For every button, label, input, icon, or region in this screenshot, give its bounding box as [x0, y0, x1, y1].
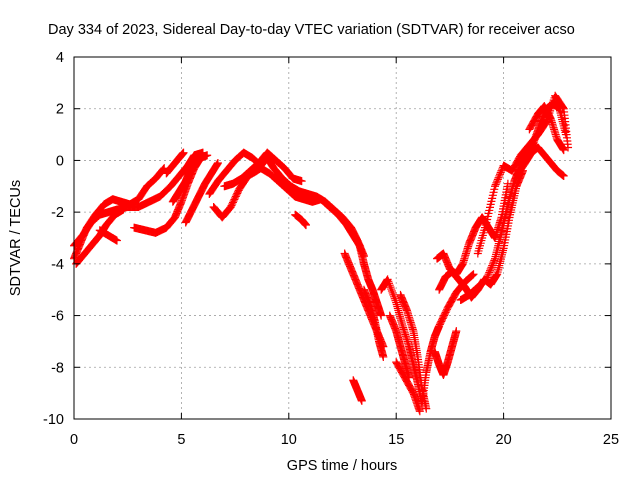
data-point-marker: [483, 273, 492, 282]
data-point-marker: [452, 327, 461, 336]
data-point-marker: [486, 265, 495, 274]
data-point-marker: [203, 151, 212, 160]
data-point-marker: [485, 268, 494, 277]
data-point-marker: [385, 279, 394, 288]
y-tick-label: 4: [56, 50, 64, 66]
x-tick-label: 0: [70, 432, 78, 448]
data-point-marker: [192, 156, 201, 165]
y-tick-labels: -10 -8 -6 -4 -2 0 2 4: [43, 50, 64, 428]
x-tick-label: 15: [388, 432, 404, 448]
y-tick-label: -4: [51, 257, 64, 273]
data-point-marker: [559, 146, 568, 155]
x-tick-label: 25: [603, 432, 619, 448]
plot-frame: [73, 56, 612, 420]
data-point-marker: [491, 180, 500, 189]
data-point-marker: [301, 221, 310, 230]
data-point-marker: [482, 275, 491, 284]
data-point-marker: [391, 296, 400, 305]
data-point-marker: [415, 407, 424, 416]
data-point-marker: [388, 288, 397, 297]
x-tick-labels: 0 5 10 15 20 25: [70, 432, 619, 448]
data-point-marker: [487, 263, 496, 272]
data-point-marker: [496, 170, 505, 179]
data-point-marker: [390, 294, 399, 303]
data-point-marker: [387, 285, 396, 294]
x-tick-label: 10: [281, 432, 297, 448]
data-point-marker: [379, 352, 388, 361]
data-point-marker: [485, 266, 494, 275]
data-point-marker: [385, 281, 394, 290]
data-point-marker: [387, 287, 396, 296]
data-point-marker: [488, 261, 497, 270]
data-point-marker: [484, 270, 493, 279]
data-point-marker: [493, 177, 502, 186]
data-point-marker: [495, 171, 504, 180]
data-point-marker: [469, 270, 478, 279]
data-point-marker: [386, 283, 395, 292]
data-point-marker: [497, 166, 506, 175]
data-point-marker: [389, 290, 398, 299]
data-point-marker: [383, 275, 392, 284]
data-point-marker: [494, 173, 503, 182]
data-point-marker: [559, 171, 568, 180]
data-point-marker: [559, 103, 568, 112]
data-point-marker: [297, 177, 306, 186]
data-point-marker: [179, 148, 188, 157]
data-points: [70, 91, 573, 416]
y-tick-label: 0: [56, 153, 64, 169]
x-tick-label: 5: [177, 432, 185, 448]
y-tick-label: 2: [56, 102, 64, 118]
data-point-marker: [483, 271, 492, 280]
y-axis-label: SDTVAR / TECUs: [8, 180, 24, 296]
data-point-marker: [213, 159, 222, 168]
y-tick-label: -6: [51, 309, 64, 325]
data-point-marker: [492, 178, 501, 187]
data-point-marker: [357, 396, 366, 405]
y-tick-label: -10: [43, 412, 64, 428]
data-point-marker: [493, 175, 502, 184]
data-point-marker: [491, 182, 500, 191]
data-point-marker: [390, 292, 399, 301]
x-tick-label: 20: [496, 432, 512, 448]
y-tick-label: -8: [51, 360, 64, 376]
data-point-marker: [488, 259, 497, 268]
data-point-marker: [468, 270, 477, 279]
chart-title: Day 334 of 2023, Sidereal Day-to-day VTE…: [48, 22, 575, 38]
y-tick-label: -2: [51, 205, 64, 221]
data-point-marker: [496, 168, 505, 177]
data-point-marker: [468, 271, 477, 280]
data-point-marker: [422, 404, 431, 413]
data-point-marker: [503, 179, 512, 188]
x-axis-label: GPS time / hours: [287, 458, 397, 474]
axis-ticks: [73, 56, 612, 420]
data-point-marker: [119, 205, 128, 214]
data-point-marker: [377, 311, 386, 320]
data-point-marker: [490, 256, 499, 265]
data-point-marker: [384, 277, 393, 286]
data-point-marker: [112, 236, 121, 245]
data-point-marker: [489, 258, 498, 267]
